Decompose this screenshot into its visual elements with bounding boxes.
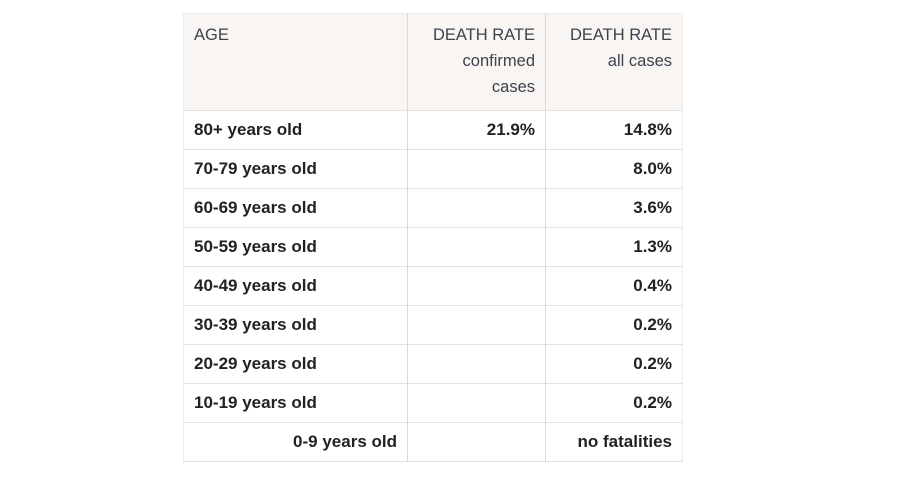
- confirmed-rate-cell: [407, 422, 546, 462]
- death-rate-by-age-table: AGE DEATH RATE confirmed cases DEATH RAT…: [183, 13, 683, 462]
- header-confirmed-line-2: confirmed: [462, 52, 535, 70]
- table-row: 40-49 years old 0.4%: [183, 266, 683, 306]
- table-row: 70-79 years old 8.0%: [183, 149, 683, 189]
- age-cell: 40-49 years old: [183, 266, 408, 306]
- confirmed-rate-cell: [407, 344, 546, 384]
- table-row: 0-9 years old no fatalities: [183, 422, 683, 462]
- age-cell: 20-29 years old: [183, 344, 408, 384]
- table-row: 20-29 years old 0.2%: [183, 344, 683, 384]
- age-cell: 70-79 years old: [183, 149, 408, 189]
- header-all-line-2: all cases: [607, 52, 672, 70]
- table-row: 60-69 years old 3.6%: [183, 188, 683, 228]
- age-cell: 30-39 years old: [183, 305, 408, 345]
- confirmed-rate-cell: [407, 149, 546, 189]
- all-cases-rate-cell: 3.6%: [545, 188, 683, 228]
- header-all-line-1: DEATH RATE: [569, 26, 672, 44]
- column-header-death-rate-confirmed-cases: DEATH RATE confirmed cases: [407, 13, 546, 111]
- header-confirmed-line-3: cases: [491, 78, 535, 96]
- all-cases-rate-cell: 14.8%: [545, 110, 683, 150]
- header-age-label: AGE: [194, 26, 229, 44]
- confirmed-rate-cell: 21.9%: [407, 110, 546, 150]
- column-header-death-rate-all-cases: DEATH RATE all cases: [545, 13, 683, 111]
- confirmed-rate-cell: [407, 305, 546, 345]
- age-cell: 0-9 years old: [183, 422, 408, 462]
- header-row: AGE DEATH RATE confirmed cases DEATH RAT…: [183, 13, 683, 111]
- header-confirmed-line-1: DEATH RATE: [432, 26, 535, 44]
- table-header: AGE DEATH RATE confirmed cases DEATH RAT…: [183, 13, 683, 111]
- column-header-age: AGE: [183, 13, 408, 111]
- table-body: 80+ years old 21.9% 14.8% 70-79 years ol…: [183, 110, 683, 462]
- all-cases-rate-cell: 8.0%: [545, 149, 683, 189]
- table-row: 10-19 years old 0.2%: [183, 383, 683, 423]
- confirmed-rate-cell: [407, 383, 546, 423]
- table-row: 30-39 years old 0.2%: [183, 305, 683, 345]
- table-row: 80+ years old 21.9% 14.8%: [183, 110, 683, 150]
- all-cases-rate-cell: 0.2%: [545, 383, 683, 423]
- all-cases-rate-cell: 0.4%: [545, 266, 683, 306]
- confirmed-rate-cell: [407, 188, 546, 228]
- confirmed-rate-cell: [407, 266, 546, 306]
- table-row: 50-59 years old 1.3%: [183, 227, 683, 267]
- age-cell: 80+ years old: [183, 110, 408, 150]
- all-cases-rate-cell: 1.3%: [545, 227, 683, 267]
- all-cases-rate-cell: 0.2%: [545, 344, 683, 384]
- age-cell: 50-59 years old: [183, 227, 408, 267]
- all-cases-rate-cell: no fatalities: [545, 422, 683, 462]
- confirmed-rate-cell: [407, 227, 546, 267]
- age-cell: 60-69 years old: [183, 188, 408, 228]
- all-cases-rate-cell: 0.2%: [545, 305, 683, 345]
- age-cell: 10-19 years old: [183, 383, 408, 423]
